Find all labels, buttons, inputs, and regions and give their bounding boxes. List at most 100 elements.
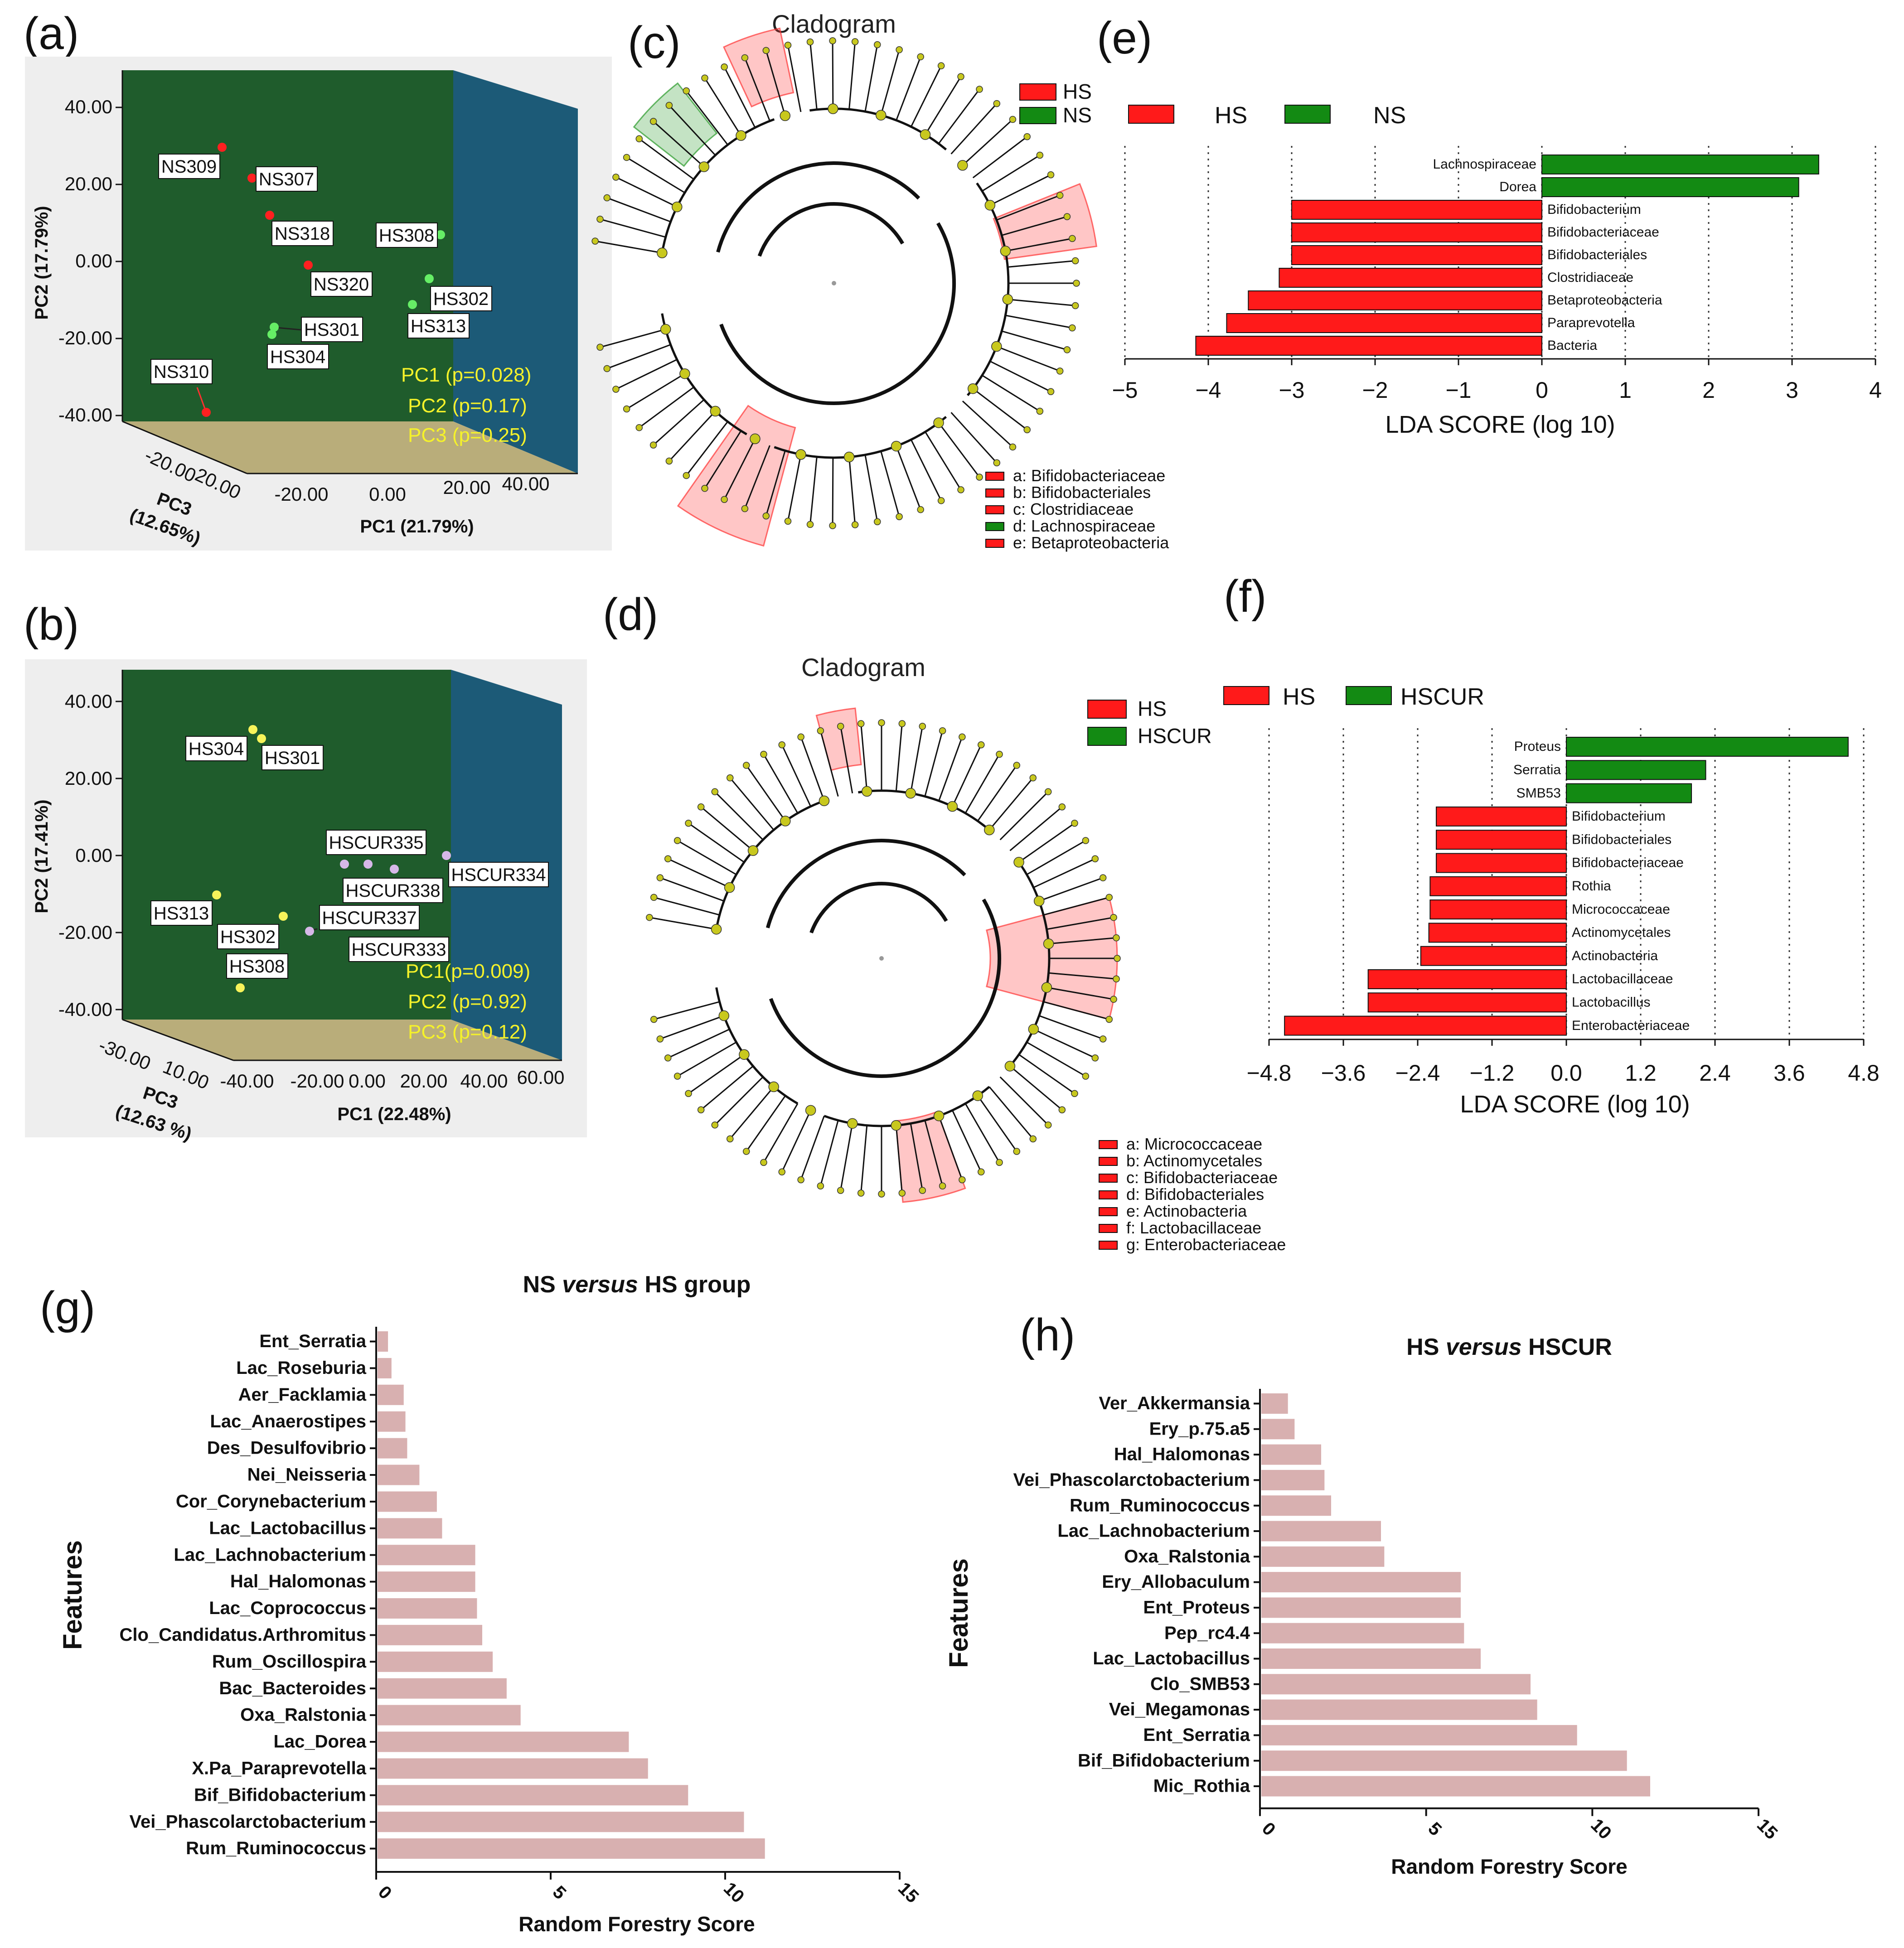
bar-label: Lactobacillaceae bbox=[1572, 972, 1673, 986]
tree-node bbox=[711, 788, 719, 796]
tree-node bbox=[697, 803, 705, 811]
tree-branch bbox=[819, 1120, 839, 1186]
y-tick-label: 40.00 bbox=[65, 691, 112, 712]
category-label: Clo_Candidatus.Arthromitus bbox=[120, 1625, 366, 1645]
tree-branch bbox=[669, 411, 716, 462]
tree-node bbox=[762, 47, 770, 54]
tree-node bbox=[711, 924, 722, 935]
bar bbox=[1261, 1419, 1295, 1440]
x-tick-label: 3 bbox=[1786, 377, 1798, 403]
tree-node bbox=[591, 237, 599, 245]
x-tick-label: −2.4 bbox=[1395, 1060, 1440, 1086]
tree-node bbox=[1002, 294, 1013, 305]
bar bbox=[1291, 245, 1542, 265]
category-label: Nei_Neisseria bbox=[247, 1465, 367, 1485]
tree-node bbox=[1091, 855, 1099, 862]
bar bbox=[1261, 1750, 1627, 1771]
tree-node bbox=[778, 741, 785, 749]
tree-node bbox=[760, 1159, 767, 1166]
bar bbox=[1367, 969, 1567, 989]
data-point bbox=[390, 865, 399, 874]
point-label: HSCUR334 bbox=[451, 865, 546, 885]
key-swatch bbox=[985, 539, 1004, 548]
tree-node bbox=[1099, 1035, 1107, 1043]
tree-node bbox=[679, 368, 690, 379]
key-swatch bbox=[1099, 1224, 1118, 1233]
tree-branch bbox=[744, 445, 770, 509]
x-tick-label: 10 bbox=[720, 1879, 748, 1907]
bar bbox=[1291, 222, 1542, 242]
x-tick-label: 40.00 bbox=[460, 1070, 508, 1092]
point-label-box: NS309 bbox=[158, 154, 220, 179]
x-axis-label: LDA SCORE (log 10) bbox=[1385, 411, 1615, 438]
bar bbox=[1261, 1393, 1288, 1414]
bar bbox=[1429, 876, 1567, 896]
tree-node bbox=[698, 161, 710, 172]
x-tick-label: 0.00 bbox=[349, 1070, 386, 1092]
tree-branch bbox=[848, 457, 856, 525]
x-tick-label: −4.8 bbox=[1247, 1060, 1292, 1086]
tree-node bbox=[603, 194, 611, 202]
x-tick-label: −2 bbox=[1362, 377, 1388, 403]
tree-node bbox=[917, 53, 924, 61]
key-swatch bbox=[1099, 1157, 1118, 1166]
tree-branch bbox=[910, 439, 942, 501]
category-label: Ent_Serratia bbox=[259, 1331, 366, 1351]
key-swatch bbox=[1099, 1174, 1118, 1183]
data-point bbox=[236, 983, 245, 992]
tree-branch bbox=[860, 1125, 868, 1194]
key-text: g: Enterobacteriaceae bbox=[1126, 1235, 1286, 1254]
tree-branch bbox=[972, 388, 1028, 430]
pca-points: NS309 NS307 NS318 NS320 NS310 HS308 HS30… bbox=[150, 143, 492, 417]
tree-branch bbox=[800, 736, 825, 801]
tree-branch bbox=[746, 1095, 786, 1152]
tree-arc bbox=[809, 882, 948, 933]
tree-node bbox=[741, 505, 749, 512]
point-label-box: NS320 bbox=[310, 271, 373, 297]
tree-branch bbox=[704, 77, 742, 136]
tree-node bbox=[1009, 443, 1017, 451]
legend-label: HSCUR bbox=[1138, 724, 1212, 748]
x-tick-label: -40.00 bbox=[220, 1070, 274, 1092]
x-tick-label: 20.00 bbox=[443, 477, 490, 498]
tree-branch bbox=[1046, 986, 1114, 1000]
tree-branch bbox=[595, 240, 663, 254]
tree-node bbox=[1028, 1024, 1039, 1035]
data-point bbox=[257, 734, 266, 743]
tree-branch bbox=[1018, 822, 1075, 863]
x-tick-label: 2 bbox=[1702, 377, 1715, 403]
stat-text: PC2 (p=0.92) bbox=[408, 991, 527, 1013]
tree-branch bbox=[848, 41, 856, 110]
tree-node bbox=[1114, 955, 1121, 962]
tree-node bbox=[701, 74, 708, 82]
point-label: HS304 bbox=[270, 347, 325, 367]
y-tick-label: -20.00 bbox=[58, 327, 112, 348]
point-label-box: HSCUR334 bbox=[448, 862, 549, 887]
tree-branch bbox=[938, 89, 980, 144]
bar bbox=[1261, 1521, 1381, 1542]
tree-node bbox=[937, 62, 945, 69]
tree-node bbox=[673, 837, 681, 844]
bar bbox=[1279, 268, 1542, 288]
key-swatch bbox=[985, 505, 1004, 514]
y-tick-label: -40.00 bbox=[58, 999, 112, 1020]
tree-arc bbox=[661, 313, 747, 435]
clade-highlight bbox=[722, 27, 795, 108]
category-label: Oxa_Ralstonia bbox=[240, 1705, 367, 1725]
tree-node bbox=[993, 459, 1001, 467]
legend-label: HS bbox=[1063, 80, 1092, 103]
point-label-box: NS318 bbox=[271, 221, 334, 246]
tree-node bbox=[664, 855, 672, 862]
bar bbox=[1429, 899, 1567, 920]
tree-branch bbox=[962, 119, 1013, 166]
tree-node bbox=[996, 750, 1003, 758]
chart-title: HS versus HSCUR bbox=[1406, 1334, 1612, 1360]
point-label: HSCUR333 bbox=[352, 940, 446, 960]
lda-plot: −5 −4 −3 −2 −1 0 1 2 3 4 Lachnospiraceae Dorea Bifid… bbox=[1112, 146, 1882, 403]
tree-branch bbox=[1001, 330, 1067, 351]
tree-node bbox=[862, 786, 872, 797]
tree-node bbox=[1071, 1090, 1078, 1097]
tree-node bbox=[1044, 788, 1052, 796]
tree-node bbox=[1058, 803, 1066, 811]
